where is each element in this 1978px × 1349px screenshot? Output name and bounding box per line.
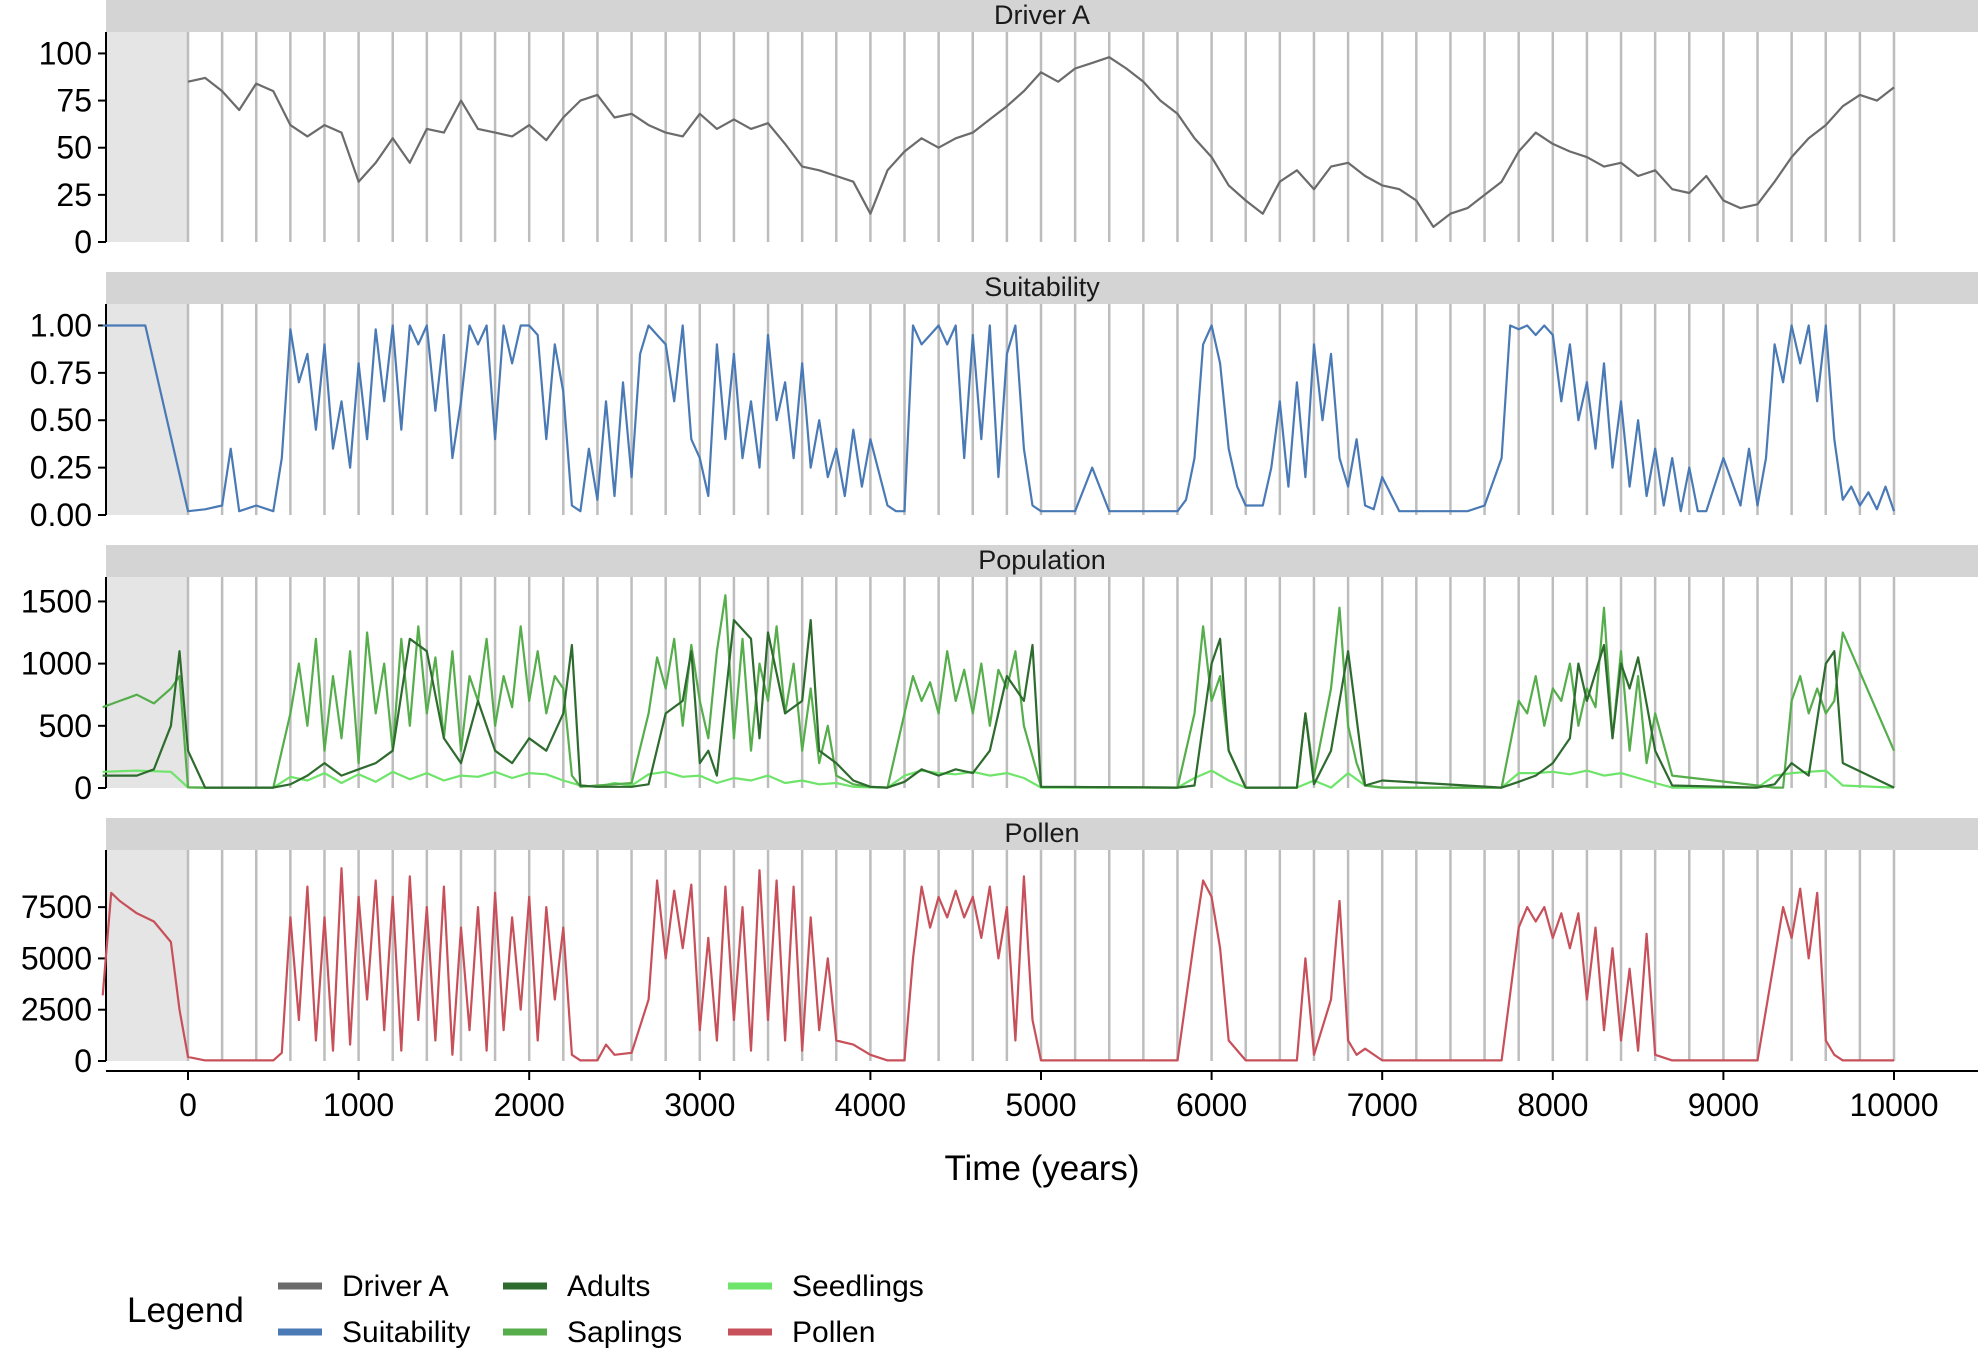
y-tick-label: 0.25 (30, 450, 92, 486)
burn-in-region (106, 304, 188, 515)
series-line-seedlings (102, 769, 1895, 789)
legend-entry-adults: Adults (503, 1270, 650, 1303)
legend-title: Legend (127, 1291, 244, 1330)
x-tick-label: 10000 (1850, 1087, 1939, 1123)
y-tick-label: 0 (74, 770, 92, 806)
y-tick-label: 1.00 (30, 307, 92, 343)
series-line-suitability (102, 324, 1896, 513)
y-tick-label: 100 (39, 35, 92, 71)
legend-entry-saplings: Saplings (503, 1316, 682, 1349)
legend-entry-suitability: Suitability (278, 1316, 470, 1349)
y-tick-label: 0.50 (30, 402, 92, 438)
legend-entries: Driver A Suitability Adults Saplings Seedlin… (278, 1270, 924, 1349)
strip-driver-a (106, 0, 1978, 32)
y-tick-label: 0.00 (30, 497, 92, 533)
panel-population: Population 0 500 1000 1500 (21, 545, 1978, 806)
x-tick-label: 6000 (1176, 1087, 1247, 1123)
legend-label: Adults (567, 1270, 650, 1303)
x-axis-title: Time (years) (944, 1149, 1139, 1188)
y-tick-label: 75 (56, 83, 92, 119)
panel-suitability: Suitability 0.00 0.25 0.50 0.75 1.00 (30, 272, 1978, 533)
y-tick-label: 7500 (21, 889, 92, 925)
x-tick-label: 5000 (1005, 1087, 1076, 1123)
y-tick-label: 0 (74, 224, 92, 260)
series-line-saplings (102, 594, 1896, 789)
series-line-adults (102, 618, 1895, 789)
panel-pollen: Pollen 0 2500 5000 7500 (21, 818, 1978, 1079)
burn-in-region (106, 850, 188, 1061)
y-tick-label: 2500 (21, 992, 92, 1028)
strip-population (106, 545, 1978, 577)
x-tick-label: 2000 (494, 1087, 565, 1123)
strip-suitability (106, 272, 1978, 304)
y-tick-label: 0.75 (30, 355, 92, 391)
x-tick-label: 4000 (835, 1087, 906, 1123)
legend-entry-seedlings: Seedlings (728, 1270, 924, 1303)
strip-label-driver-a: Driver A (994, 0, 1090, 30)
legend-label: Suitability (342, 1316, 470, 1349)
strip-pollen (106, 818, 1978, 850)
strip-label-suitability: Suitability (984, 272, 1100, 302)
series-line-pollen (101, 867, 1894, 1062)
legend-label: Pollen (792, 1316, 875, 1349)
x-tick-label: 9000 (1688, 1087, 1759, 1123)
legend-entry-driver-a: Driver A (278, 1270, 449, 1303)
legend-entry-pollen: Pollen (728, 1316, 875, 1349)
series-line-driver-a (187, 56, 1895, 228)
y-tick-label: 0 (74, 1043, 92, 1079)
y-tick-label: 50 (56, 130, 92, 166)
x-tick-label: 0 (179, 1087, 197, 1123)
x-tick-label: 3000 (664, 1087, 735, 1123)
y-tick-label: 1500 (21, 583, 92, 619)
legend: Legend Driver A Suitability Adults Saplings… (127, 1270, 924, 1349)
x-tick-label: 8000 (1517, 1087, 1588, 1123)
y-tick-label: 25 (56, 177, 92, 213)
legend-label: Seedlings (792, 1270, 924, 1303)
strip-label-pollen: Pollen (1004, 818, 1079, 848)
y-tick-label: 500 (39, 708, 92, 744)
strip-label-population: Population (978, 545, 1106, 575)
panel-driver-a: Driver A 0 25 50 75 100 (39, 0, 1978, 260)
x-tick-label: 7000 (1347, 1087, 1418, 1123)
legend-label: Saplings (567, 1316, 682, 1349)
x-tick-label: 1000 (323, 1087, 394, 1123)
x-axis: 0 1000 2000 3000 4000 5000 6000 7000 8000 9000 100… (106, 1070, 1978, 1123)
facet-panels: Driver A 0 25 50 75 100 Suitability 0.00 0.25 0.5… (21, 0, 1978, 1079)
y-tick-label: 1000 (21, 646, 92, 682)
burn-in-region (106, 32, 188, 242)
y-tick-label: 5000 (21, 940, 92, 976)
legend-label: Driver A (342, 1270, 449, 1303)
